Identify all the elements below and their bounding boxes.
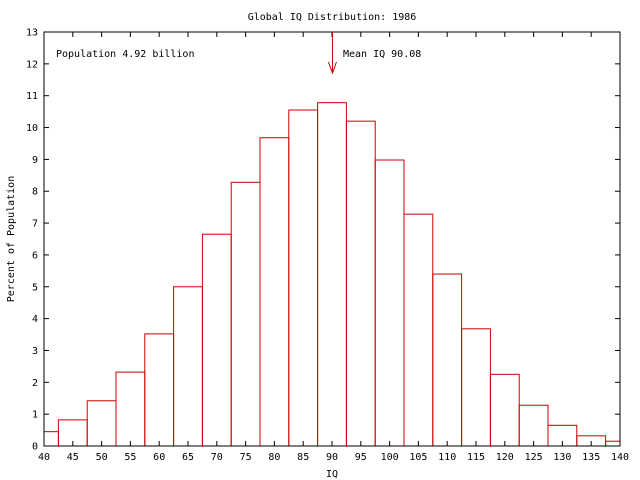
x-tick-label: 55 xyxy=(124,452,136,463)
x-tick-label: 40 xyxy=(38,452,50,463)
x-tick-label: 100 xyxy=(381,452,399,463)
x-tick-label: 60 xyxy=(153,452,165,463)
histogram-bar xyxy=(432,273,463,447)
x-tick-label: 125 xyxy=(525,452,543,463)
x-tick-label: 135 xyxy=(582,452,600,463)
x-tick-label: 110 xyxy=(438,452,456,463)
y-tick-label: 5 xyxy=(32,282,38,293)
histogram-bar xyxy=(201,233,232,447)
histogram-bar xyxy=(86,400,117,447)
x-tick-label: 75 xyxy=(240,452,252,463)
y-tick-label: 2 xyxy=(32,378,38,389)
population-annotation: Population 4.92 billion xyxy=(56,49,194,60)
y-tick-label: 0 xyxy=(32,442,38,453)
histogram-bar xyxy=(115,371,146,447)
histogram-bar xyxy=(259,137,290,447)
histogram-bar xyxy=(518,404,549,447)
x-tick-label: 115 xyxy=(467,452,485,463)
x-tick-label: 65 xyxy=(182,452,194,463)
x-tick-label: 90 xyxy=(326,452,338,463)
x-tick-label: 80 xyxy=(268,452,280,463)
histogram-bar xyxy=(144,333,175,447)
x-axis-ticks: 40 45 50 55 60 65 70 75 80 85 90 95 100 105 110 115 120 1… xyxy=(38,32,629,463)
bars-group xyxy=(43,102,621,447)
y-tick-label: 11 xyxy=(26,91,38,102)
x-tick-label: 95 xyxy=(355,452,367,463)
x-tick-label: 105 xyxy=(409,452,427,463)
y-tick-label: 10 xyxy=(26,123,38,134)
histogram-bar xyxy=(461,328,491,447)
histogram-bar xyxy=(345,120,376,447)
mean-iq-annotation: Mean IQ 90.08 xyxy=(343,49,421,60)
histogram-bar xyxy=(230,181,261,447)
histogram-bar xyxy=(288,109,319,447)
x-tick-label: 140 xyxy=(611,452,629,463)
x-tick-label: 120 xyxy=(496,452,514,463)
histogram-bar xyxy=(317,102,347,447)
x-axis-label: IQ xyxy=(326,469,338,480)
histogram-bar xyxy=(605,440,621,447)
y-tick-label: 6 xyxy=(32,250,38,261)
x-tick-label: 45 xyxy=(67,452,79,463)
x-tick-label: 50 xyxy=(96,452,108,463)
x-tick-label: 85 xyxy=(297,452,309,463)
y-tick-label: 3 xyxy=(32,346,38,357)
y-tick-label: 7 xyxy=(32,219,38,230)
plot-frame xyxy=(43,31,621,447)
y-tick-label: 1 xyxy=(32,410,38,421)
y-tick-label: 4 xyxy=(32,314,38,325)
histogram-bar xyxy=(489,373,520,447)
x-tick-label: 70 xyxy=(211,452,223,463)
mean-arrow-icon xyxy=(327,32,337,75)
histogram-bar xyxy=(403,213,434,447)
histogram-bar xyxy=(43,431,59,447)
plot-area: 40 45 50 55 60 65 70 75 80 85 90 95 100 105 110 115 120 1… xyxy=(26,28,629,464)
y-tick-label: 8 xyxy=(32,187,38,198)
y-tick-label: 9 xyxy=(32,155,38,166)
chart-title: Global IQ Distribution: 1986 xyxy=(248,12,417,23)
histogram-bar xyxy=(374,159,405,447)
mean-arrow-head xyxy=(327,61,337,75)
x-tick-label: 130 xyxy=(553,452,571,463)
y-tick-label: 12 xyxy=(26,59,38,70)
y-axis-label: Percent of Population xyxy=(6,176,17,302)
y-tick-label: 13 xyxy=(26,28,38,39)
histogram-bar xyxy=(173,286,203,447)
